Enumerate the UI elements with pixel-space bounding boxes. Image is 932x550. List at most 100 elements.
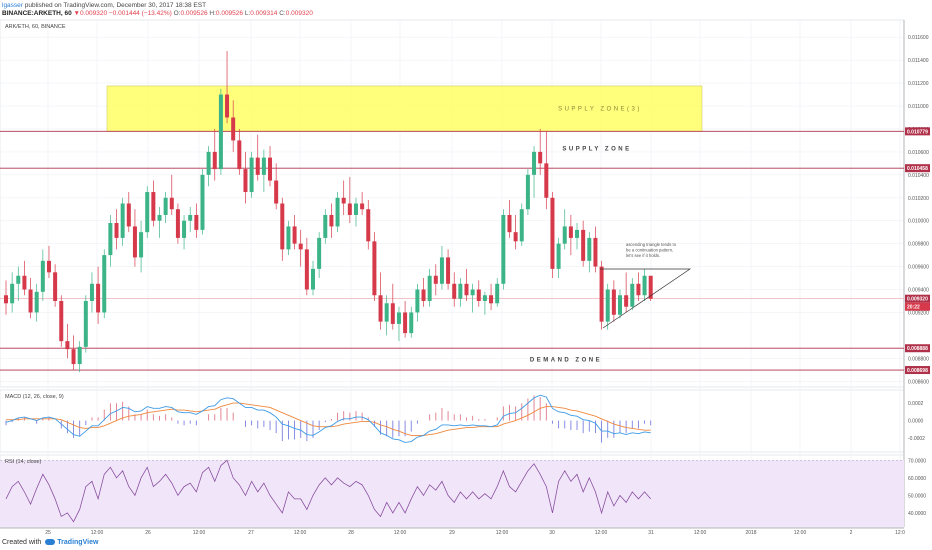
candle-body (464, 283, 469, 296)
candle-body (636, 283, 641, 296)
tradingview-logo-icon (45, 539, 56, 546)
symbol-quote-line: BINANCE:ARKETH, 60 ▼0.009320 −0.001444 (… (2, 10, 313, 17)
price-tick-label: 0.009600 (908, 265, 929, 271)
time-tick-label: 12:00 (496, 530, 509, 536)
price-badge-label: 0.009320 (907, 297, 928, 303)
candle-body (311, 268, 315, 290)
candle-body (132, 226, 137, 258)
candle-body (575, 229, 580, 238)
triangle-annotation-line: let's see if it holds. (626, 253, 660, 258)
macd-tick-label: 0.0002 (908, 401, 924, 407)
price-badge-label: 0.008888 (907, 346, 928, 352)
candle-body (550, 197, 555, 269)
candle-body (532, 151, 537, 175)
rsi-tick-label: 70.0000 (908, 458, 926, 464)
candle-body (83, 300, 88, 347)
tradingview-brand[interactable]: TradingView (57, 539, 99, 546)
candle-body (525, 174, 530, 210)
candle-body (618, 295, 622, 315)
candle-body (268, 157, 273, 181)
price-badge-bg (905, 127, 930, 136)
price-tick-label: 0.009800 (908, 242, 929, 248)
price-tick-label: 0.010200 (908, 196, 929, 202)
price-tick-label: 0.008800 (908, 356, 929, 362)
candle-body (458, 283, 463, 299)
candle-body (53, 272, 58, 301)
candle-body (114, 222, 119, 238)
triangle-annotation-line: be a continuation pattern, (626, 248, 673, 253)
candle-body (415, 289, 420, 313)
candle-body (507, 214, 512, 233)
rsi-tick-label: 50.0000 (908, 493, 926, 499)
supply-zone-3-box (106, 85, 703, 132)
candle-body (642, 275, 647, 296)
candle-body (212, 151, 217, 170)
candle-body (274, 180, 279, 204)
low-value: 0.009314 (250, 10, 278, 17)
candle-body (120, 203, 125, 238)
candle-body (22, 275, 27, 290)
candle-body (378, 295, 383, 322)
time-tick-label: 28 (348, 530, 354, 536)
candle-body (605, 289, 610, 322)
macd-title: MACD (12, 26, close, 9) (5, 394, 64, 400)
candle-body (353, 203, 358, 215)
price-tick-label: 0.011200 (908, 81, 929, 87)
time-tick-label: 12:00 (595, 530, 608, 536)
candle-body (446, 257, 451, 284)
candle-body (360, 203, 365, 210)
time-tick-label: 12:00 (91, 530, 104, 536)
last-price: 0.009320 (79, 10, 108, 17)
close-label: C: (279, 10, 286, 17)
price-tick-label: 0.009400 (908, 288, 929, 294)
candle-body (489, 295, 494, 304)
macd-tick-label: -0.0002 (908, 436, 925, 442)
price-badge-bg (905, 294, 930, 303)
candle-body (611, 289, 616, 315)
candle-body (249, 157, 254, 193)
candle-body (40, 260, 45, 292)
candle-body (292, 226, 297, 244)
candle-body (280, 203, 285, 250)
time-tick-label: 27 (248, 530, 254, 536)
time-tick-label: 12:00 (694, 530, 707, 536)
time-tick-label: 12:00 (794, 530, 807, 536)
high-value: 0.009526 (215, 10, 244, 17)
candle-body (335, 197, 340, 227)
price-badge-label: 20:22 (907, 305, 920, 311)
candle-body (89, 283, 94, 301)
rsi-title: RSI (14, close) (5, 459, 42, 465)
author-link[interactable]: lgasser (2, 2, 23, 9)
price-tick-label: 0.011600 (908, 35, 929, 41)
price-tick-label: 0.009200 (908, 310, 929, 316)
price-tick-label: 0.010400 (908, 173, 929, 179)
candle-body (476, 289, 481, 301)
low-label: L: (244, 10, 251, 17)
candle-body (538, 151, 543, 164)
candle-body (593, 237, 598, 267)
candle-body (169, 197, 174, 210)
candle-body (188, 214, 193, 221)
time-tick-label: 12:00 (294, 530, 307, 536)
rsi-band (0, 460, 904, 527)
candle-body (323, 214, 328, 238)
candle-body (452, 283, 457, 299)
time-tick-label: 25 (45, 530, 51, 536)
price-tick-label: 0.011000 (908, 104, 929, 110)
price-tick-label: 0.010000 (908, 219, 929, 225)
candle-body (396, 312, 401, 324)
price-badge-bg (905, 302, 930, 311)
candle-body (102, 255, 107, 313)
candle-body (10, 283, 15, 304)
candle-body (34, 291, 39, 313)
price-badge-label: 0.008698 (907, 368, 928, 374)
candle-body (482, 295, 487, 301)
candle-body (304, 249, 309, 290)
close-value: 0.009320 (285, 10, 313, 17)
time-tick-label: 29 (449, 530, 455, 536)
candle-body (519, 209, 524, 242)
candle-body (96, 283, 101, 313)
candle-body (59, 300, 64, 342)
candle-body (71, 349, 76, 365)
